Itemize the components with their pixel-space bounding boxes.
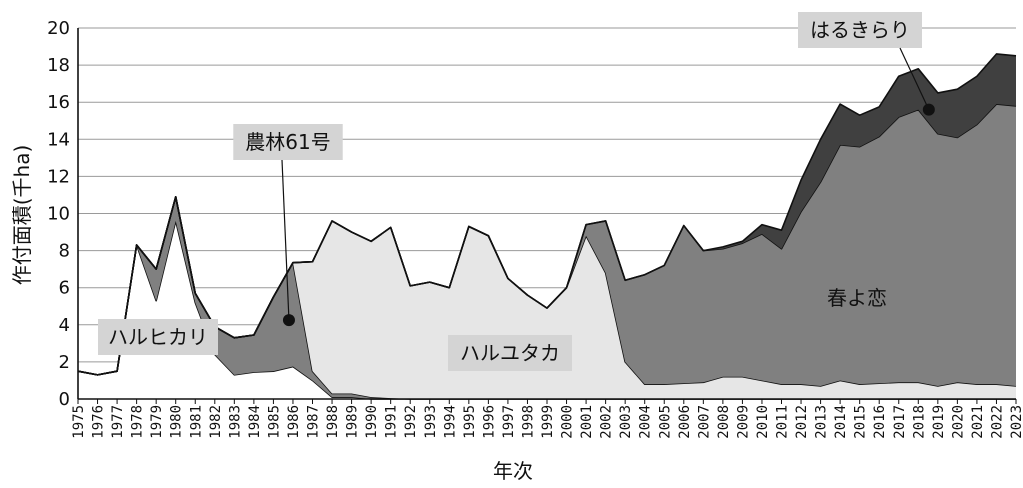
x-tick-label: 2022 <box>989 405 1005 439</box>
x-tick-label: 1992 <box>403 405 419 439</box>
area-label-text: 農林61号 <box>245 130 330 154</box>
area-label-box <box>798 12 922 48</box>
area-label-text: ハルヒカリ <box>108 325 208 349</box>
y-tick-label: 6 <box>59 278 70 299</box>
y-tick-label: 10 <box>47 204 70 225</box>
x-tick-label: 2018 <box>911 405 927 439</box>
x-tick-label: 1994 <box>442 405 458 439</box>
y-tick-label: 14 <box>47 129 70 150</box>
area-label-box <box>233 124 343 160</box>
y-tick-label: 4 <box>59 315 70 336</box>
y-tick-labels: 0 2 4 6 8 10 12 14 16 18 20 <box>47 18 70 410</box>
area-series-3 <box>78 104 1016 387</box>
area-label-text: はるきらり <box>810 18 910 42</box>
x-tick-label: 2010 <box>755 405 771 439</box>
x-tick-label: 2005 <box>657 405 673 439</box>
x-tick-label: 2006 <box>677 405 693 439</box>
x-tick-label: 1985 <box>266 405 282 439</box>
x-tick-label: 1988 <box>325 405 341 439</box>
x-tick-label: 2019 <box>931 405 947 439</box>
x-axis-label: 年次 <box>493 459 533 483</box>
area-series-1 <box>78 196 1016 399</box>
x-tick-labels: 1975 1976 1977 1978 1979 1980 1981 1982 1983 1984… <box>71 405 1023 439</box>
x-tick-label: 2009 <box>735 405 751 439</box>
x-tick-label: 2012 <box>794 405 810 439</box>
y-tick-label: 8 <box>59 241 70 262</box>
x-tick-label: 1990 <box>364 405 380 439</box>
x-tick-label: 1986 <box>286 405 302 439</box>
area-label-box <box>448 335 572 371</box>
axes <box>77 28 1017 404</box>
x-tick-label: 1982 <box>208 405 224 439</box>
x-tick-label: 2001 <box>579 405 595 439</box>
x-tick-label: 1995 <box>462 405 478 439</box>
x-tick-label: 1975 <box>71 405 87 439</box>
x-tick-label: 1976 <box>91 405 107 439</box>
x-tick-label: 1979 <box>149 405 165 439</box>
x-tick-label: 2003 <box>618 405 634 439</box>
leader-dot <box>282 314 295 327</box>
x-tick-label: 1998 <box>520 405 536 439</box>
x-tick-label: 2017 <box>892 405 908 439</box>
x-tick-label: 1978 <box>130 405 146 439</box>
area-label-box <box>98 319 218 355</box>
x-tick-label: 2011 <box>775 405 791 439</box>
area-label-text: 春よ恋 <box>827 286 887 310</box>
x-tick-label: 1981 <box>188 405 204 439</box>
y-tick-label: 16 <box>47 92 70 113</box>
y-tick-label: 18 <box>47 55 70 76</box>
area-series-4 <box>78 53 1016 375</box>
x-tick-label: 2000 <box>560 405 576 439</box>
y-tick-label: 12 <box>47 166 70 187</box>
x-tick-label: 1984 <box>247 405 263 439</box>
x-tick-label: 1996 <box>481 405 497 439</box>
y-tick-label: 20 <box>47 18 70 39</box>
x-tick-label: 1987 <box>306 405 322 439</box>
x-tick-label: 1983 <box>227 405 243 439</box>
x-tick-label: 1989 <box>345 405 361 439</box>
x-tick-label: 2015 <box>853 405 869 439</box>
x-tick-label: 2014 <box>833 405 849 439</box>
leader-dot <box>922 103 935 116</box>
x-tick-label: 1997 <box>501 405 517 439</box>
x-tick-label: 2016 <box>872 405 888 439</box>
x-tick-label: 2021 <box>970 405 986 439</box>
y-tick-label: 2 <box>59 352 70 373</box>
x-tick-label: 2020 <box>950 405 966 439</box>
y-axis-label: 作付面積(千ha) <box>10 145 34 286</box>
leader-line <box>281 159 290 321</box>
leader-line <box>899 47 930 110</box>
x-tick-label: 2002 <box>599 405 615 439</box>
x-tick-label: 1991 <box>384 405 400 439</box>
x-tick-label: 2007 <box>696 405 712 439</box>
x-tick-label: 1980 <box>169 405 185 439</box>
area-series-2 <box>78 196 1016 399</box>
x-tick-label: 2013 <box>814 405 830 439</box>
x-tick-label: 2023 <box>1009 405 1023 439</box>
x-tick-label: 1993 <box>423 405 439 439</box>
x-tick-label: 2008 <box>716 405 732 439</box>
area-series-outline-4 <box>77 53 1017 376</box>
area-label-text: ハルユタカ <box>460 341 560 365</box>
y-tick-label: 0 <box>59 389 70 410</box>
x-tick-label: 1999 <box>540 405 556 439</box>
x-tick-label: 1977 <box>110 405 126 439</box>
x-tick-label: 2004 <box>638 405 654 439</box>
